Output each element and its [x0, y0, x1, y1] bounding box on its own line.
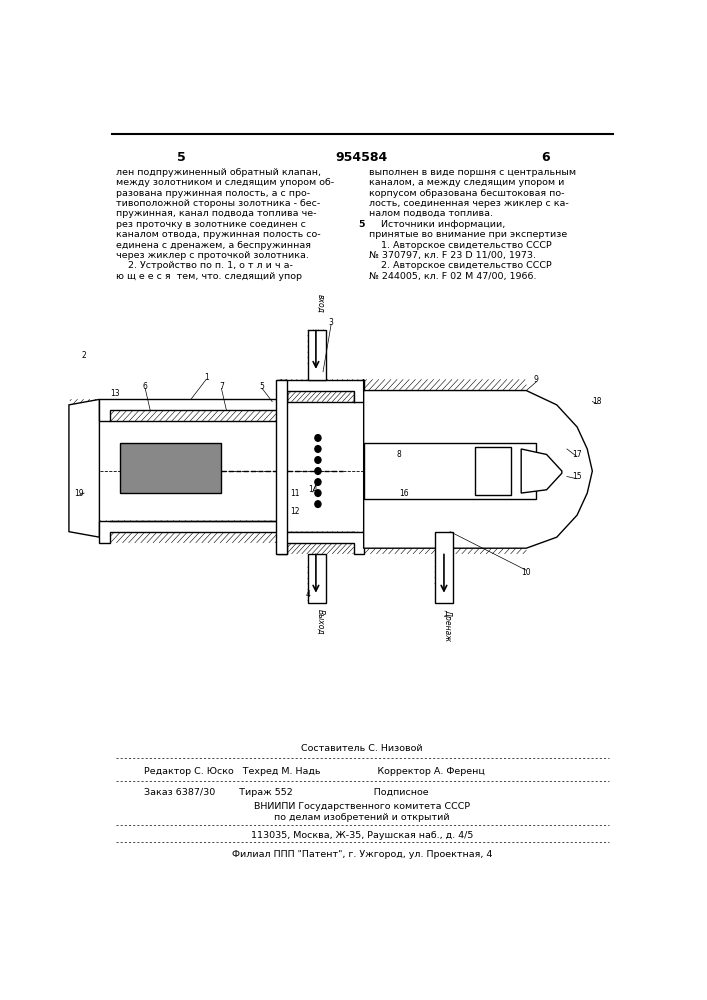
Text: 1: 1 — [204, 373, 209, 382]
Text: рез проточку в золотнике соединен с: рез проточку в золотнике соединен с — [115, 220, 305, 229]
Circle shape — [315, 479, 321, 485]
Text: ю щ е е с я  тем, что. следящий упор: ю щ е е с я тем, что. следящий упор — [115, 272, 301, 281]
Text: 9: 9 — [534, 375, 539, 384]
Circle shape — [315, 501, 321, 507]
Bar — [435, 548, 453, 603]
Bar — [276, 380, 288, 554]
Bar — [308, 567, 326, 603]
Text: 11: 11 — [290, 489, 299, 498]
Text: между золотником и следящим упором об-: между золотником и следящим упором об- — [115, 178, 334, 187]
Text: 2. Устройство по п. 1, о т л и ч а-: 2. Устройство по п. 1, о т л и ч а- — [115, 261, 293, 270]
Text: 5: 5 — [177, 151, 186, 164]
Polygon shape — [476, 447, 511, 495]
Bar — [277, 532, 363, 543]
Bar — [308, 330, 326, 366]
Text: 8: 8 — [397, 450, 402, 459]
Text: 13: 13 — [110, 389, 119, 398]
Polygon shape — [276, 380, 288, 554]
Text: 6: 6 — [542, 151, 550, 164]
Text: 5: 5 — [259, 382, 264, 391]
Circle shape — [315, 446, 321, 452]
Text: 14: 14 — [308, 485, 317, 494]
Text: Заказ 6387/30        Тираж 552                           Подписное: Заказ 6387/30 Тираж 552 Подписное — [144, 788, 429, 797]
Text: налом подвода топлива.: налом подвода топлива. — [369, 209, 493, 218]
Text: Источники информации,: Источники информации, — [369, 220, 506, 229]
Text: выполнен в виде поршня с центральным: выполнен в виде поршня с центральным — [369, 168, 576, 177]
Text: ВНИИПИ Государственного комитета СССР: ВНИИПИ Государственного комитета СССР — [254, 802, 470, 811]
Text: Выход: Выход — [315, 609, 325, 634]
Polygon shape — [100, 399, 282, 421]
Bar — [288, 391, 354, 402]
Text: каналом отвода, пружинная полость со-: каналом отвода, пружинная полость со- — [115, 230, 320, 239]
Text: через жиклер с проточкой золотника.: через жиклер с проточкой золотника. — [115, 251, 308, 260]
Bar — [69, 399, 100, 532]
Text: 19: 19 — [74, 489, 84, 498]
Bar — [119, 443, 221, 493]
Polygon shape — [100, 521, 282, 543]
Text: единена с дренажем, а беспружинная: единена с дренажем, а беспружинная — [115, 241, 310, 250]
Bar — [308, 330, 326, 380]
Text: разована пружинная полость, а с про-: разована пружинная полость, а с про- — [115, 189, 310, 198]
Bar — [308, 554, 326, 603]
Text: 16: 16 — [399, 489, 409, 498]
Text: 3: 3 — [329, 318, 334, 327]
Text: 954584: 954584 — [336, 151, 388, 164]
Text: 113035, Москва, Ж-35, Раушская наб., д. 4/5: 113035, Москва, Ж-35, Раушская наб., д. … — [251, 831, 473, 840]
Text: 2: 2 — [82, 351, 86, 360]
Text: 7: 7 — [219, 382, 224, 391]
Text: № 244005, кл. F 02 М 47/00, 1966.: № 244005, кл. F 02 М 47/00, 1966. — [369, 272, 537, 281]
Polygon shape — [277, 380, 363, 402]
Polygon shape — [363, 380, 592, 548]
Text: пружинная, канал подвода топлива че-: пружинная, канал подвода топлива че- — [115, 209, 316, 218]
Text: Редактор С. Юско   Техред М. Надь                   Корректор А. Ференц: Редактор С. Юско Техред М. Надь Корректо… — [144, 767, 485, 776]
Text: 1. Авторское свидетельство СССР: 1. Авторское свидетельство СССР — [369, 241, 551, 250]
Bar — [363, 532, 526, 554]
Circle shape — [315, 435, 321, 441]
Text: принятые во внимание при экспертизе: принятые во внимание при экспертизе — [369, 230, 567, 239]
Bar — [100, 399, 282, 421]
Text: Дренаж: Дренаж — [443, 609, 452, 641]
Bar — [521, 449, 562, 493]
Text: лен подпружиненный обратный клапан,: лен подпружиненный обратный клапан, — [115, 168, 320, 177]
Bar — [435, 532, 453, 603]
Text: Филиал ППП "Патент", г. Ужгород, ул. Проектная, 4: Филиал ППП "Патент", г. Ужгород, ул. Про… — [232, 850, 492, 859]
Text: по делам изобретений и открытий: по делам изобретений и открытий — [274, 813, 450, 822]
Bar — [288, 543, 354, 554]
Bar — [363, 380, 526, 402]
Text: 5: 5 — [358, 220, 364, 229]
Text: 4: 4 — [305, 590, 310, 599]
Bar — [363, 443, 537, 499]
Bar — [277, 380, 363, 391]
Text: вход: вход — [315, 294, 325, 313]
Text: каналом, а между следящим упором и: каналом, а между следящим упором и — [369, 178, 564, 187]
Text: корпусом образована бесштоковая по-: корпусом образована бесштоковая по- — [369, 189, 564, 198]
Circle shape — [315, 490, 321, 496]
Circle shape — [315, 457, 321, 463]
Text: Составитель С. Низовой: Составитель С. Низовой — [301, 744, 423, 753]
Text: лость, соединенная через жиклер с ка-: лость, соединенная через жиклер с ка- — [369, 199, 568, 208]
Text: 15: 15 — [572, 472, 582, 481]
Text: тивоположной стороны золотника - бес-: тивоположной стороны золотника - бес- — [115, 199, 320, 208]
Text: 18: 18 — [592, 397, 602, 406]
Circle shape — [315, 468, 321, 474]
Bar — [100, 521, 282, 543]
Polygon shape — [521, 449, 562, 493]
Text: 6: 6 — [143, 382, 148, 391]
Text: 10: 10 — [522, 568, 531, 577]
Text: 12: 12 — [290, 507, 299, 516]
Polygon shape — [69, 399, 100, 537]
Polygon shape — [277, 532, 363, 554]
Text: 17: 17 — [572, 450, 582, 459]
Text: № 370797, кл. F 23 D 11/00, 1973.: № 370797, кл. F 23 D 11/00, 1973. — [369, 251, 536, 260]
Text: 2. Авторское свидетельство СССР: 2. Авторское свидетельство СССР — [369, 261, 551, 270]
